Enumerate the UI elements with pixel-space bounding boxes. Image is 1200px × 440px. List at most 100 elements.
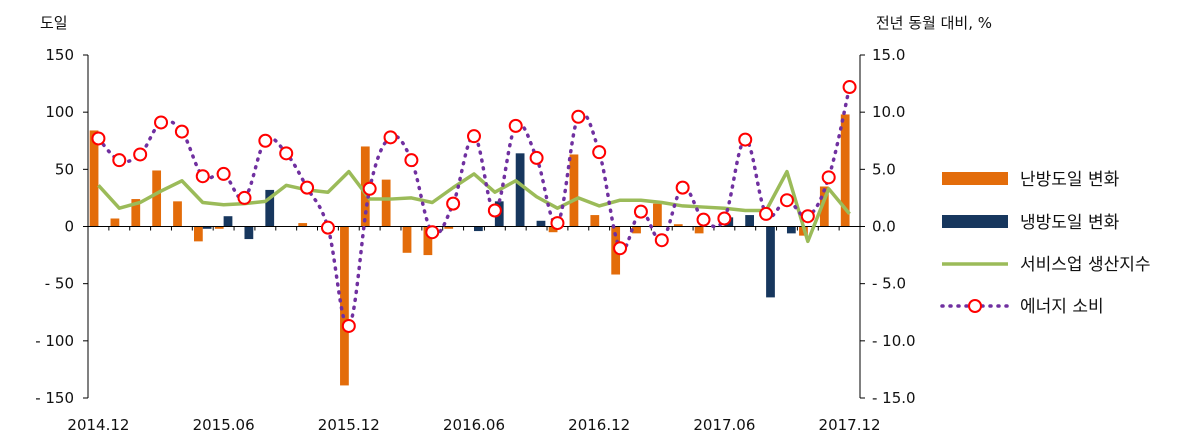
marker-energy-consumption bbox=[529, 150, 544, 165]
bar-heating bbox=[193, 226, 203, 242]
bar-heating bbox=[173, 201, 182, 227]
right-tick-label: 10.0 bbox=[872, 103, 905, 121]
bar-cooling bbox=[474, 226, 483, 232]
bar-heating bbox=[444, 226, 454, 229]
marker-energy-consumption bbox=[174, 124, 189, 139]
legend-label-cooling: 냉방도일 변화 bbox=[1020, 213, 1120, 233]
bar-heating bbox=[423, 226, 433, 256]
marker-energy-consumption bbox=[362, 181, 377, 196]
bar-cooling bbox=[515, 153, 525, 227]
x-tick-label: 2016.06 bbox=[443, 416, 505, 434]
marker-energy-consumption bbox=[467, 129, 481, 144]
right-tick-label: - 10.0 bbox=[872, 332, 916, 350]
line-service-production bbox=[97, 169, 851, 244]
marker-energy-consumption bbox=[717, 211, 732, 226]
marker-energy-consumption bbox=[154, 115, 169, 130]
marker-energy-consumption bbox=[133, 147, 148, 162]
marker-energy-consumption bbox=[320, 220, 335, 235]
legend-swatch-heating bbox=[942, 172, 1008, 185]
marker-energy-consumption bbox=[550, 216, 565, 231]
left-tick-label: - 150 bbox=[35, 389, 74, 407]
bar-heating bbox=[214, 226, 224, 229]
left-tick-label: 150 bbox=[45, 46, 74, 64]
marker-energy-consumption bbox=[425, 225, 440, 240]
marker-energy-consumption bbox=[341, 318, 356, 333]
bar-heating bbox=[298, 223, 308, 227]
x-tick-label: 2014.12 bbox=[67, 416, 129, 434]
bar-heating bbox=[694, 226, 704, 234]
bar-cooling bbox=[244, 226, 254, 240]
right-tick-label: 15.0 bbox=[872, 46, 905, 64]
marker-energy-consumption bbox=[571, 109, 586, 124]
marker-energy-consumption bbox=[279, 146, 294, 161]
right-tick-label: - 5.0 bbox=[872, 275, 906, 293]
left-tick-label: - 50 bbox=[45, 275, 74, 293]
bar-cooling bbox=[745, 215, 755, 227]
marker-energy-consumption bbox=[675, 180, 690, 195]
marker-energy-consumption bbox=[613, 241, 628, 256]
right-tick-label: 0.0 bbox=[872, 218, 896, 236]
legend-label-heating: 난방도일 변화 bbox=[1020, 170, 1120, 190]
right-axis-title: 전년 동월 대비, % bbox=[876, 14, 992, 32]
marker-energy-consumption bbox=[696, 212, 711, 227]
marker-energy-consumption bbox=[216, 166, 231, 181]
bar-heating bbox=[653, 203, 662, 227]
x-tick-label: 2015.12 bbox=[318, 416, 380, 434]
bar-heating bbox=[819, 186, 829, 227]
legend: 난방도일 변화 냉방도일 변화 서비스업 생산지수 에너지 소비 bbox=[940, 170, 1151, 317]
marker-energy-consumption bbox=[842, 80, 857, 95]
marker-energy-consumption bbox=[633, 204, 648, 219]
bar-heating bbox=[110, 218, 120, 227]
marker-energy-consumption bbox=[237, 190, 252, 205]
x-tick-label: 2015.06 bbox=[193, 416, 255, 434]
left-tick-label: - 100 bbox=[35, 332, 74, 350]
bar-heating bbox=[152, 170, 162, 227]
bar-heating bbox=[402, 226, 412, 253]
marker-energy-consumption bbox=[738, 132, 753, 147]
bar-heating bbox=[840, 114, 850, 227]
marker-energy-consumption bbox=[592, 145, 607, 160]
marker-energy-consumption bbox=[759, 206, 774, 221]
bar-heating bbox=[381, 179, 391, 227]
bar-heating bbox=[569, 154, 579, 227]
marker-energy-consumption bbox=[779, 193, 794, 208]
marker-energy-consumption bbox=[258, 133, 273, 148]
marker-energy-consumption bbox=[300, 180, 315, 195]
bar-cooling bbox=[766, 226, 775, 298]
bar-cooling bbox=[786, 226, 796, 234]
bar-heating bbox=[632, 226, 641, 234]
left-axis-title: 도일 bbox=[40, 14, 68, 32]
x-tick-label: 2017.06 bbox=[693, 416, 755, 434]
left-tick-label: 0 bbox=[64, 218, 74, 236]
legend-label-service: 서비스업 생산지수 bbox=[1020, 255, 1151, 275]
marker-energy-consumption bbox=[487, 203, 502, 218]
marker-energy-consumption bbox=[654, 233, 669, 248]
left-tick-label: 100 bbox=[45, 103, 74, 121]
right-tick-label: 5.0 bbox=[872, 160, 896, 178]
marker-energy-consumption bbox=[508, 118, 523, 133]
bar-heating bbox=[590, 215, 600, 227]
bar-cooling bbox=[223, 216, 233, 227]
marker-energy-consumption bbox=[821, 170, 836, 185]
marker-energy-consumption bbox=[383, 130, 398, 145]
marker-energy-consumption bbox=[446, 196, 461, 211]
x-tick-label: 2016.12 bbox=[568, 416, 630, 434]
bar-heating bbox=[89, 130, 99, 227]
legend-label-energy: 에너지 소비 bbox=[1020, 297, 1104, 317]
line-energy-consumption bbox=[96, 85, 852, 328]
marker-energy-consumption bbox=[195, 169, 210, 184]
left-tick-label: 50 bbox=[55, 160, 74, 178]
bar-cooling bbox=[536, 220, 546, 227]
marker-energy-consumption bbox=[91, 131, 106, 146]
bar-cooling bbox=[202, 226, 212, 229]
x-tick-label: 2017.12 bbox=[819, 416, 881, 434]
bar-cooling bbox=[265, 189, 275, 227]
marker-energy-consumption bbox=[800, 209, 815, 224]
bar-heating bbox=[673, 224, 683, 227]
marker-energy-consumption bbox=[112, 153, 127, 168]
bar-heating bbox=[131, 199, 141, 227]
bar-heating bbox=[548, 226, 558, 233]
right-tick-label: - 15.0 bbox=[872, 389, 916, 407]
marker-energy-consumption bbox=[404, 153, 419, 168]
